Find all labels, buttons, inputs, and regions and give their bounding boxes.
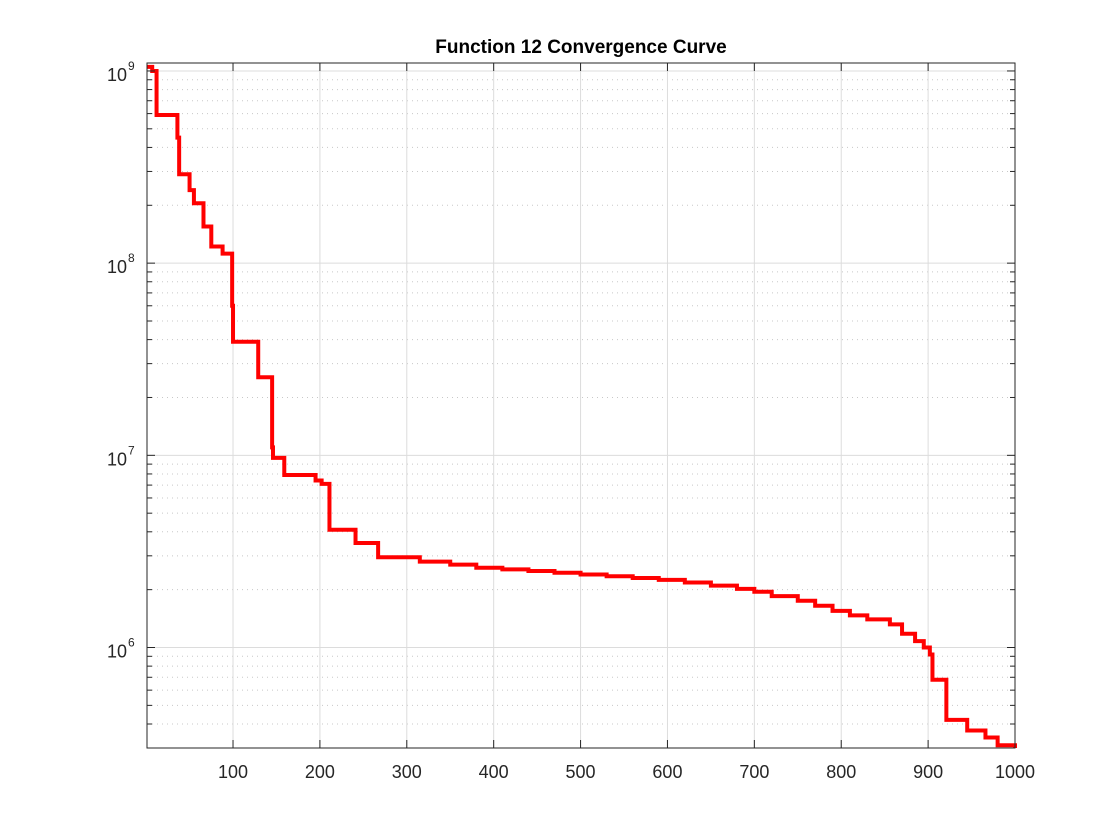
x-tick-label: 1000 xyxy=(995,762,1035,782)
ticks-layer xyxy=(147,63,1016,748)
y-tick-label-exponent: 7 xyxy=(128,443,135,457)
x-tick-label: 900 xyxy=(913,762,943,782)
series-line xyxy=(147,64,1017,748)
y-tick-label-base: 10 xyxy=(107,449,127,469)
x-tick-label: 400 xyxy=(479,762,509,782)
y-tick-label: 10 9 xyxy=(107,59,135,85)
x-tick-label: 700 xyxy=(739,762,769,782)
x-tick-label: 800 xyxy=(826,762,856,782)
y-tick-label-exponent: 8 xyxy=(128,251,135,265)
x-tick-labels: 100 200 300 400 500 600 700 800 900 1000 xyxy=(218,762,1035,782)
y-tick-label-base: 10 xyxy=(107,257,127,277)
y-tick-label-base: 10 xyxy=(107,65,127,85)
chart-title: Function 12 Convergence Curve xyxy=(435,37,726,58)
y-tick-label-exponent: 9 xyxy=(128,59,135,73)
y-tick-label-exponent: 6 xyxy=(128,636,135,650)
x-tick-label: 200 xyxy=(305,762,335,782)
x-tick-label: 600 xyxy=(652,762,682,782)
major-grid xyxy=(147,63,1016,748)
y-tick-label: 10 6 xyxy=(107,636,135,662)
series-layer xyxy=(147,64,1017,748)
y-tick-label: 10 7 xyxy=(107,443,135,469)
y-tick-label: 10 8 xyxy=(107,251,135,277)
y-tick-label-base: 10 xyxy=(107,642,127,662)
x-tick-label: 100 xyxy=(218,762,248,782)
x-tick-label: 300 xyxy=(392,762,422,782)
x-tick-label: 500 xyxy=(566,762,596,782)
